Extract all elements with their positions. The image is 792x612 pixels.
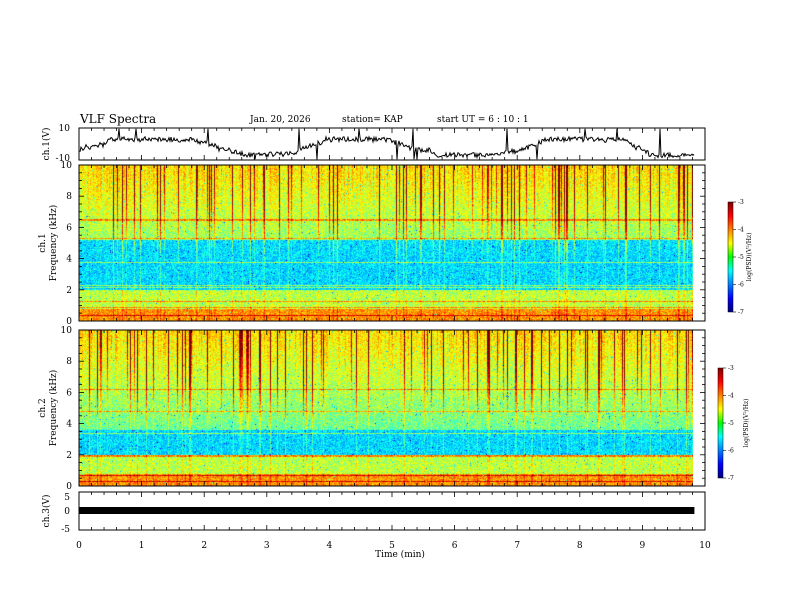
ch2-spec-xticks <box>78 330 706 486</box>
figure-title: VLF Spectra <box>79 112 156 126</box>
ch1-spec-ytick-label: 4 <box>66 255 72 265</box>
ch1-colorbar-label: log(PSD)(V²/Hz) <box>746 233 753 282</box>
x-tick-label: 5 <box>389 541 395 551</box>
ch2-colorbar-tick-label: -3 <box>728 365 734 372</box>
ch2-colorbar-tick-label: -4 <box>728 393 734 400</box>
ch1-colorbar <box>727 201 734 313</box>
ch1-waveform-panel: 10 -10 ch.1(V) <box>41 124 706 164</box>
ch1-spec-ytick-label: 2 <box>66 286 72 296</box>
x-tick-label: 1 <box>139 541 145 551</box>
ch2-colorbar-ticks: -3 -4 -5 -6 -7 <box>723 365 734 482</box>
ch1-spec-ylabel-frequency: Frequency (kHz) <box>48 205 59 282</box>
ch2-spec-ytick-label: 6 <box>66 388 72 398</box>
x-tick-label: 8 <box>577 541 583 551</box>
x-tick-label: 2 <box>201 541 207 551</box>
ch3-waveform-trace <box>79 507 695 514</box>
ch1-wave-ylabel: ch.1(V) <box>41 128 52 161</box>
x-tick-label: 6 <box>452 541 458 551</box>
ch1-colorbar-tick-label: -6 <box>738 282 744 289</box>
ch2-colorbar-tick-label: -6 <box>728 448 734 455</box>
x-tick-labels: 0 1 2 3 4 5 6 7 8 9 10 <box>76 541 711 551</box>
x-tick-label: 3 <box>264 541 270 551</box>
ch3-wave-xticks <box>78 492 706 530</box>
x-tick-label: 0 <box>76 541 82 551</box>
ch2-spec-ytick-label: 2 <box>66 451 72 461</box>
ch1-spec-ylabel-channel: ch.1 <box>38 233 48 252</box>
ch1-wave-xticks <box>78 128 706 160</box>
ch2-spec-yticks: 0 2 4 6 8 10 <box>61 326 705 492</box>
ch2-colorbar-label: log(PSD)(V²/Hz) <box>743 399 750 448</box>
x-tick-label: 10 <box>699 541 711 551</box>
ch1-colorbar-tick-label: -3 <box>738 199 744 206</box>
ch3-wave-ylabel: ch.3(V) <box>41 495 52 528</box>
header-date: Jan. 20, 2026 <box>249 115 311 125</box>
ch3-wave-ytick-bottom: -5 <box>61 525 70 535</box>
ch1-colorbar-ticks: -3 -4 -5 -6 -7 <box>733 199 744 316</box>
ch1-spec-ytick-label: 6 <box>66 223 72 233</box>
ch3-waveform-panel: 5 0 -5 ch.3(V) 0 1 2 3 4 5 6 7 8 9 10 Time (min) <box>41 491 711 560</box>
x-tick-label: 4 <box>327 541 333 551</box>
ch1-colorbar-tick-label: -7 <box>738 309 744 316</box>
ch2-spectrogram-image <box>79 330 693 486</box>
ch2-colorbar-tick-label: -7 <box>728 475 734 482</box>
ch3-wave-ytick-top: 5 <box>64 493 70 503</box>
ch1-spec-ytick-label: 10 <box>61 161 73 171</box>
ch1-wave-ytick-bottom: -10 <box>56 154 71 164</box>
ch1-spec-ytick-label: 8 <box>66 192 72 202</box>
ch2-colorbar <box>717 367 724 479</box>
ch1-spec-xticks <box>78 165 706 321</box>
ch1-spec-yticks: 0 2 4 6 8 10 <box>61 161 705 327</box>
header-start-time: start UT = 6 : 10 : 1 <box>437 115 529 125</box>
ch2-spec-ytick-label: 8 <box>66 357 72 367</box>
ch2-spec-ylabel-channel: ch.2 <box>38 398 48 417</box>
ch2-spec-ytick-label: 4 <box>66 420 72 430</box>
ch2-spec-ytick-label: 0 <box>66 482 72 492</box>
ch2-spec-ytick-label: 10 <box>61 326 73 336</box>
ch1-colorbar-tick-label: -5 <box>738 254 744 261</box>
x-tick-label: 7 <box>514 541 520 551</box>
ch2-colorbar-tick-label: -5 <box>728 420 734 427</box>
ch1-spectrogram-image <box>79 165 693 321</box>
x-axis-label: Time (min) <box>375 549 425 560</box>
ch1-colorbar-tick-label: -4 <box>738 227 744 234</box>
ch3-wave-ytick-mid: 0 <box>64 507 70 517</box>
ch1-spec-ytick-label: 0 <box>66 317 72 327</box>
x-tick-label: 9 <box>640 541 646 551</box>
ch1-waveform-line <box>79 128 695 160</box>
header-station: station= KAP <box>342 115 403 125</box>
ch1-wave-ytick-top: 10 <box>59 124 71 134</box>
ch2-spec-ylabel-frequency: Frequency (kHz) <box>48 370 59 447</box>
